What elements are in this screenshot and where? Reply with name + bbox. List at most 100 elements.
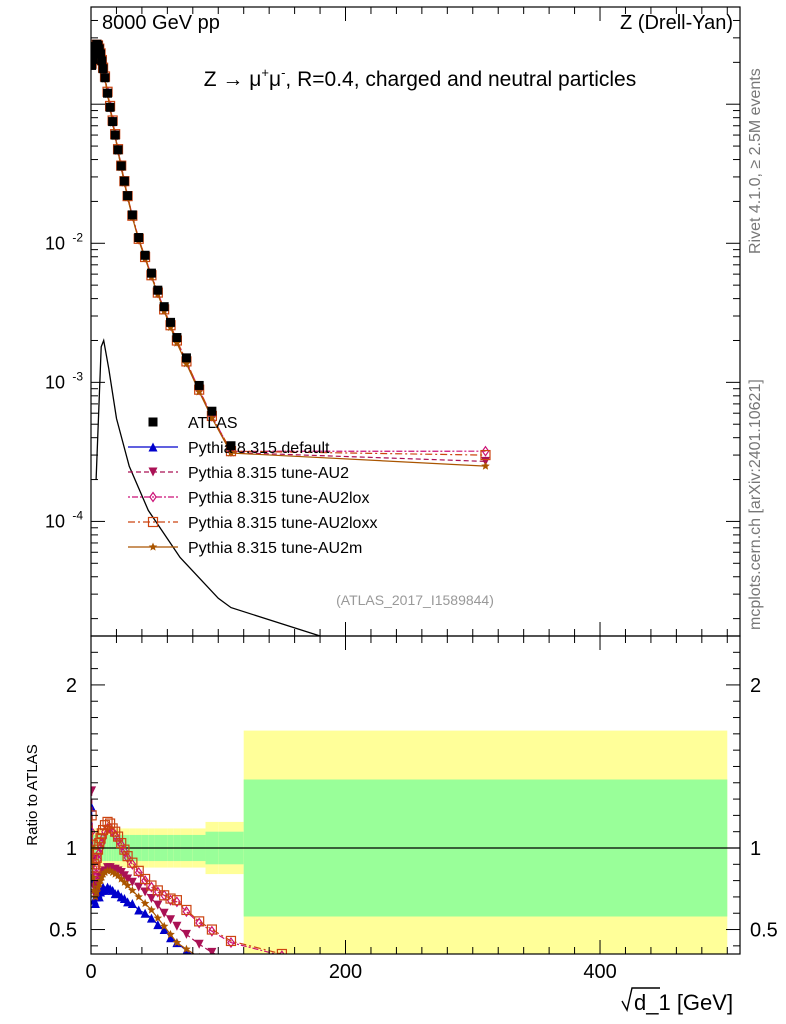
data-point — [207, 406, 217, 416]
ratio-marker — [93, 882, 103, 891]
ratio-marker — [194, 939, 204, 949]
ratio-frame — [90, 635, 741, 955]
ratio-marker — [140, 898, 150, 908]
data-point — [127, 210, 137, 220]
y-tick-label: 10 — [45, 511, 65, 531]
ratio-marker — [128, 885, 137, 894]
ratio-marker — [172, 938, 182, 947]
main-axes: 10 -2 10 -3 10 -4 — [45, 6, 740, 636]
legend-label: Pythia 8.315 tune-AU2loxx — [188, 515, 377, 532]
y-tick-label: 10 — [45, 233, 65, 253]
mcplots-label: mcplots.cern.ch [arXiv:2401.10621] — [747, 379, 764, 630]
data-point — [134, 233, 144, 243]
data-point — [123, 191, 133, 201]
ratio-marker — [120, 845, 129, 857]
ratio-y-tick-label: 0.5 — [49, 920, 77, 942]
watermark: (ATLAS_2017_I1589844) — [336, 592, 494, 608]
ratio-marker — [165, 893, 176, 904]
data-point — [116, 161, 126, 171]
ratio-marker — [194, 916, 205, 927]
data-point — [96, 49, 106, 59]
ratio-marker — [166, 915, 176, 925]
data-point — [91, 60, 97, 70]
ratio-marker — [171, 895, 182, 906]
legend-label: Pythia 8.315 tune-AU2lox — [188, 490, 369, 507]
main-marker — [226, 448, 236, 457]
ratio-marker — [206, 924, 217, 935]
ratio-marker — [91, 885, 99, 894]
ratio-marker — [117, 839, 126, 851]
data-point — [91, 54, 98, 64]
ratio-y-tick-label: 2 — [66, 675, 77, 697]
ratio-curves — [91, 786, 287, 976]
ratio-marker — [147, 905, 156, 914]
ratio-marker — [105, 866, 115, 875]
ratio-marker — [159, 890, 170, 901]
ratio-marker — [91, 898, 100, 908]
x-axis-label: d_1 [GeV] — [634, 990, 733, 1015]
ratio-marker — [159, 921, 169, 930]
legend-marker — [148, 442, 158, 452]
ratio-marker — [181, 929, 191, 939]
legend-label: Pythia 8.315 tune-AU2m — [188, 540, 362, 557]
ratio-marker — [166, 933, 176, 943]
ratio-marker — [207, 947, 217, 954]
main-marker — [172, 338, 182, 347]
ratio-marker — [96, 876, 105, 885]
ratio-marker — [134, 866, 143, 879]
legend-label: ATLAS — [188, 415, 238, 432]
data-point — [105, 102, 115, 112]
ratio-marker — [166, 929, 175, 939]
data-point — [110, 130, 120, 140]
data-point — [181, 353, 191, 363]
legend-label: Pythia 8.315 default — [188, 440, 330, 457]
data-point — [97, 56, 107, 66]
main-line-tune-AU2lox — [91, 44, 486, 452]
legend: ATLAS Pythia 8.315 default Pythia 8.315 tu… — [128, 415, 377, 557]
ratio-marker — [97, 872, 107, 881]
ratio-marker — [172, 921, 182, 931]
uncertainty-bands — [91, 730, 740, 954]
ratio-marker — [107, 823, 118, 834]
main-marker — [166, 322, 175, 331]
legend-item: Pythia 8.315 tune-AU2loxx — [128, 515, 377, 532]
ratio-marker — [91, 859, 100, 870]
legend-item: ATLAS — [148, 415, 238, 432]
data-point — [94, 44, 104, 54]
ratio-marker — [100, 868, 110, 877]
main-marker — [481, 461, 490, 470]
legend-item: Pythia 8.315 tune-AU2lox — [128, 490, 369, 507]
main-curves — [91, 39, 491, 636]
data-point — [146, 268, 156, 278]
ratio-y-tick-label-right: 2 — [750, 675, 761, 697]
data-point — [108, 117, 118, 127]
ratio-marker — [277, 967, 286, 976]
energy-label: 8000 GeV pp — [102, 12, 220, 34]
ratio-marker — [182, 944, 191, 953]
ratio-marker — [120, 877, 129, 886]
legend-item: Pythia 8.315 tune-AU2 — [128, 465, 349, 482]
y-tick-label: 10 — [45, 372, 65, 392]
data-point — [194, 380, 204, 390]
x-axis-title: d_1 [GeV] — [621, 987, 733, 1015]
main-panel: 10 -2 10 -3 10 -4 (ATLAS_2017_I1589844) ATLAS… — [45, 6, 741, 637]
ratio-marker — [116, 838, 127, 849]
ratio-y-tick-label-right: 0.5 — [750, 920, 778, 942]
ratio-marker — [208, 959, 217, 967]
ratio-marker — [91, 786, 97, 796]
ratio-axes: 0.5 0.5 1 1 2 2 0 200 400 — [49, 636, 778, 983]
main-marker — [480, 449, 491, 461]
ratio-marker — [182, 906, 191, 918]
ratio-y-tick-label: 1 — [66, 838, 77, 860]
ratio-marker — [181, 904, 192, 916]
ratio-marker — [208, 925, 216, 937]
first-bin-curve — [95, 338, 323, 636]
ratio-marker — [159, 925, 169, 935]
ratio-marker — [92, 887, 101, 896]
ratio-marker — [123, 881, 132, 890]
ratio-y-tick-label-right: 1 — [750, 838, 761, 860]
data-point — [98, 64, 108, 74]
ratio-marker — [134, 905, 144, 915]
ratio-marker — [225, 935, 237, 947]
